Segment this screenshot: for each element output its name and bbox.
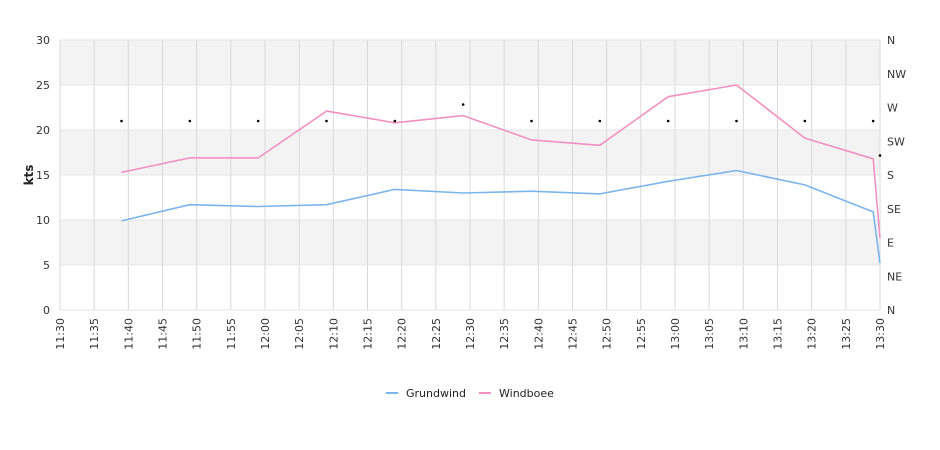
x-tick-label: 12:40 [532,318,545,350]
direction-point [803,119,807,123]
direction-point [461,103,465,106]
direction-point [120,119,123,123]
legend-label: Grundwind [406,387,466,400]
direction-point [256,119,260,123]
x-tick-label: 12:05 [293,318,306,350]
x-tick-label: 13:25 [840,318,853,350]
right-axis-label: W [887,102,898,115]
grid-lines [59,39,881,311]
right-axis-label: NE [887,270,902,283]
x-tick-label: 11:50 [191,318,204,350]
direction-point [393,119,397,123]
direction-point [878,154,882,157]
y-tick-label: 10 [36,214,50,227]
y-tick-label: 15 [36,169,50,182]
y-tick-label: 30 [36,34,50,47]
x-tick-label: 12:50 [601,318,614,350]
x-tick-label: 12:55 [635,318,648,350]
right-axis-label: E [887,237,894,250]
series-line [121,169,881,264]
x-tick-label: 11:35 [88,318,101,350]
y-tick-label: 20 [36,124,50,137]
right-axis-label: S [887,169,894,182]
x-tick-label: 12:30 [464,318,477,350]
x-tick-label: 12:45 [567,318,580,350]
x-tick-label: 11:30 [54,318,67,350]
right-axis-label: N [887,34,895,47]
x-tick-label: 12:15 [362,318,375,350]
direction-point [666,119,670,123]
x-tick-label: 13:00 [669,318,682,350]
x-tick-label: 13:05 [703,318,716,350]
y-axis-ticks: 0 5 10 15 20 25 30 [36,34,50,317]
x-tick-label: 12:35 [498,318,511,350]
x-tick-label: 12:25 [430,318,443,350]
series-line [121,84,881,239]
direction-point [325,119,328,123]
y-tick-label: 25 [36,79,50,92]
x-tick-label: 12:00 [259,318,272,350]
y-tick-label: 5 [43,259,50,272]
x-tick-label: 12:10 [327,318,340,350]
legend-label: Windboee [499,387,554,400]
legend-item[interactable]: Grundwind [386,387,466,400]
right-axis-label: SE [887,203,901,216]
direction-point [530,119,533,123]
direction-point [188,119,192,123]
right-axis-label: NW [887,68,906,81]
x-tick-label: 13:30 [874,318,887,350]
direction-point [598,119,602,123]
x-tick-label: 13:15 [772,318,785,350]
x-tick-label: 13:10 [737,318,750,350]
right-axis-ticks: N NE E SE S SW W NW N [887,34,906,317]
legend-item[interactable]: Windboee [479,387,554,400]
direction-point [735,119,738,123]
right-axis-label: N [887,304,895,317]
y-axis-label: kts [22,165,36,186]
x-axis-ticks: 11:30 11:35 11:40 11:45 11:50 11:55 12:00 12:05… [54,318,887,350]
x-tick-label: 11:40 [122,318,135,350]
x-tick-label: 13:20 [806,318,819,350]
x-tick-label: 11:55 [225,318,238,350]
x-tick-label: 12:20 [396,318,409,350]
y-tick-label: 0 [43,304,50,317]
legend: Grundwind Windboee [386,387,554,400]
x-tick-label: 11:45 [157,318,170,350]
direction-markers [120,103,882,157]
series-lines [121,84,881,264]
direction-point [871,119,875,123]
right-axis-label: SW [887,135,905,148]
